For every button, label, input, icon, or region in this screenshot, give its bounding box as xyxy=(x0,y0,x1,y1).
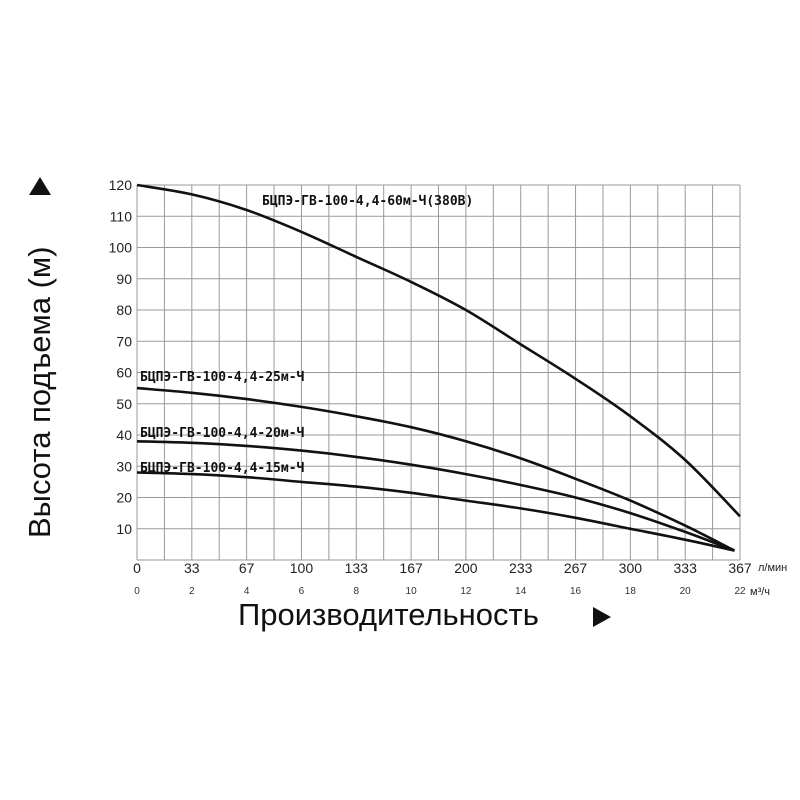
x-tick-labels-secondary: 0 2 4 6 8 10 12 14 16 18 20 22 xyxy=(134,586,746,597)
series-labels: БЦПЭ-ГВ-100-4,4-60м-Ч(380В) БЦПЭ-ГВ-100-4… xyxy=(140,194,473,476)
y-tick-label: 90 xyxy=(116,271,132,287)
x-unit-primary: л/мин xyxy=(758,562,787,574)
series-label-1: БЦПЭ-ГВ-100-4,4-60м-Ч(380В) xyxy=(262,194,473,209)
x-tick-label-secondary: 10 xyxy=(406,586,418,597)
series-line-3 xyxy=(136,440,735,552)
x-tick-label-primary: 233 xyxy=(509,560,533,576)
y-tick-label: 80 xyxy=(116,302,132,318)
x-tick-label-secondary: 22 xyxy=(734,586,746,597)
x-tick-label-secondary: 0 xyxy=(134,586,140,597)
x-tick-label-secondary: 12 xyxy=(460,586,472,597)
y-axis-title: Высота подъема (м) xyxy=(22,246,57,538)
y-tick-label: 30 xyxy=(116,458,132,474)
series-label-3: БЦПЭ-ГВ-100-4,4-20м-Ч xyxy=(140,426,305,441)
x-tick-label-primary: 333 xyxy=(674,560,698,576)
x-tick-labels-primary: 0 33 67 100 133 167 200 233 267 300 333 367 xyxy=(133,560,752,576)
y-tick-label: 50 xyxy=(116,396,132,412)
y-tick-label: 10 xyxy=(116,521,132,537)
x-tick-label-primary: 33 xyxy=(184,560,200,576)
x-tick-label-primary: 167 xyxy=(399,560,423,576)
x-tick-label-primary: 67 xyxy=(239,560,255,576)
series-label-2: БЦПЭ-ГВ-100-4,4-25м-Ч xyxy=(140,370,305,385)
x-tick-label-secondary: 16 xyxy=(570,586,582,597)
y-axis-arrow-icon xyxy=(29,177,51,195)
x-axis-arrow-icon xyxy=(593,607,611,627)
x-tick-label-primary: 133 xyxy=(345,560,369,576)
x-tick-label-secondary: 6 xyxy=(299,586,305,597)
y-tick-label: 70 xyxy=(116,333,132,349)
grid xyxy=(136,184,741,561)
x-tick-label-secondary: 2 xyxy=(189,586,195,597)
series-line-4 xyxy=(136,471,735,552)
x-axis-title: Производительность xyxy=(238,597,539,632)
x-tick-label-primary: 300 xyxy=(619,560,643,576)
y-tick-label: 20 xyxy=(116,490,132,506)
series-line-1 xyxy=(136,183,741,518)
y-tick-label: 110 xyxy=(110,208,133,224)
x-tick-label-secondary: 14 xyxy=(515,586,527,597)
y-tick-labels: 10 20 30 40 50 60 70 80 90 100 110 120 xyxy=(109,177,133,537)
series-lines xyxy=(136,183,741,552)
series-label-4: БЦПЭ-ГВ-100-4,4-15м-Ч xyxy=(140,461,305,476)
x-tick-label-secondary: 4 xyxy=(244,586,250,597)
x-tick-label-secondary: 20 xyxy=(680,586,692,597)
x-tick-label-primary: 367 xyxy=(728,560,752,576)
y-tick-label: 120 xyxy=(109,177,133,193)
x-tick-label-primary: 100 xyxy=(290,560,314,576)
x-tick-label-primary: 0 xyxy=(133,560,141,576)
x-tick-label-primary: 200 xyxy=(454,560,478,576)
x-tick-label-secondary: 18 xyxy=(625,586,637,597)
y-tick-label: 100 xyxy=(109,240,133,256)
y-tick-label: 40 xyxy=(116,427,132,443)
x-unit-secondary: м³/ч xyxy=(750,586,770,598)
y-tick-label: 60 xyxy=(116,365,132,381)
x-tick-label-primary: 267 xyxy=(564,560,588,576)
x-tick-label-secondary: 8 xyxy=(353,586,359,597)
series-line-2 xyxy=(136,386,736,552)
